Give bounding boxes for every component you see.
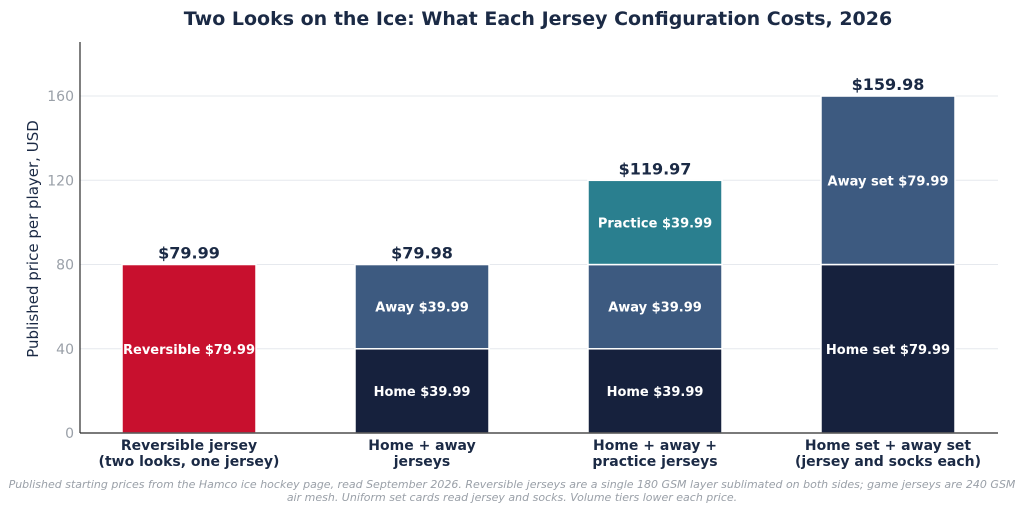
y-tick-label: 40	[56, 342, 74, 358]
y-axis-label: Published price per player, USD	[24, 120, 42, 358]
chart-title: Two Looks on the Ice: What Each Jersey C…	[184, 8, 892, 30]
segment-label: Home $39.99	[607, 385, 704, 400]
segment-label: Away $39.99	[375, 301, 469, 316]
x-tick-label: Reversible jersey (two looks, one jersey)	[99, 438, 280, 470]
x-tick-label: Home set + away set (jersey and socks eac…	[795, 438, 981, 470]
segment-label: Away set $79.99	[828, 174, 949, 189]
bar-segment	[121, 263, 257, 434]
segment-label: Away $39.99	[608, 301, 702, 316]
bar-segment	[587, 348, 723, 434]
bar-segment	[354, 263, 490, 350]
footnote: Published starting prices from the Hamco…	[8, 478, 1016, 504]
bar-segment	[820, 263, 956, 434]
bar-segment	[587, 179, 723, 266]
y-tick-label: 160	[47, 89, 74, 105]
total-label: $159.98	[852, 75, 925, 94]
total-label: $119.97	[619, 159, 692, 178]
bar-segment	[820, 95, 956, 266]
y-tick-label: 0	[65, 426, 74, 442]
bars: Reversible $79.99 $79.99 Home $39.99 Away $…	[121, 75, 956, 434]
y-tick-label: 120	[47, 173, 74, 189]
segment-label: Home set $79.99	[826, 343, 950, 358]
segment-label: Home $39.99	[374, 385, 471, 400]
bar-segment	[587, 263, 723, 350]
total-label: $79.99	[158, 244, 220, 263]
total-label: $79.98	[391, 244, 453, 263]
axes: 0 40 80 120 160 Reversible jersey (two looks, …	[47, 42, 998, 470]
segment-label: Reversible $79.99	[123, 343, 255, 358]
segment-label: Practice $39.99	[598, 216, 712, 231]
x-tick-label: Home + away jerseys	[368, 438, 475, 470]
y-tick-label: 80	[56, 258, 74, 274]
x-tick-label: Home + away + practice jerseys	[592, 438, 717, 470]
